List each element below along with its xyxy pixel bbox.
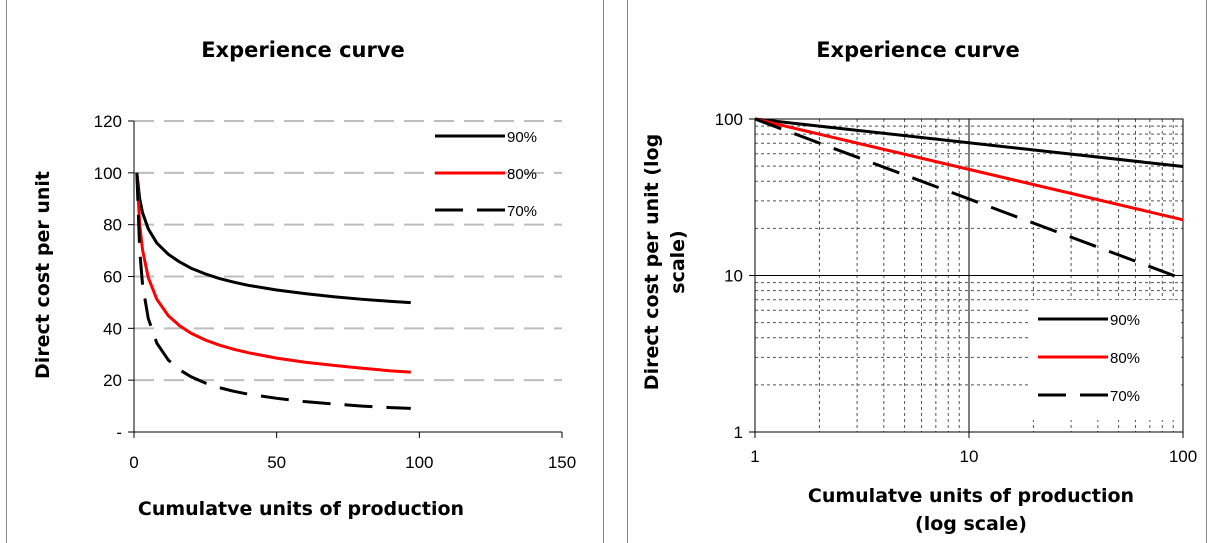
x-axis-label-line1: Cumulatve units of production	[808, 485, 1134, 507]
chart-panel-log: Experience curve Cumulatve units of prod…	[627, 0, 1207, 543]
y-tick-label: 40	[103, 319, 122, 338]
x-tick-label: 150	[548, 453, 576, 472]
series-line-80pct	[135, 172, 411, 374]
legend-label: 80%	[507, 166, 537, 183]
y-tick-label: 1	[734, 423, 743, 442]
series-line-70pct	[754, 117, 1184, 281]
series-line-90pct	[135, 172, 411, 305]
y-tick-label: 60	[103, 268, 122, 287]
series-line-70pct	[135, 172, 411, 410]
chart-title: Experience curve	[816, 38, 1020, 62]
legend-label: 90%	[1110, 312, 1140, 329]
y-tick-label: 80	[103, 216, 122, 235]
y-axis-label-line2: scale)	[667, 230, 689, 293]
chart-title: Experience curve	[201, 38, 405, 62]
y-tick-label: 10	[724, 267, 743, 286]
y-axis-label-line1: Direct cost per unit (log	[641, 134, 663, 390]
y-tick-label: -	[116, 423, 122, 442]
x-axis-label: Cumulatve units of production	[138, 498, 464, 520]
legend-label: 70%	[1110, 388, 1140, 405]
legend-label: 90%	[507, 129, 537, 146]
x-tick-label: 0	[129, 453, 138, 472]
x-tick-label: 100	[1169, 447, 1197, 466]
y-tick-label: 100	[715, 110, 743, 129]
experience-curve-linear-chart: Experience curve Cumulatve units of prod…	[32, 38, 576, 520]
x-tick-label: 50	[267, 453, 286, 472]
series-line-90pct	[754, 117, 1184, 169]
y-axis-label: Direct cost per unit	[32, 171, 54, 379]
series-line-80pct	[754, 117, 1184, 222]
x-tick-label: 10	[960, 447, 979, 466]
y-tick-label: 120	[94, 112, 122, 131]
x-tick-label: 1	[750, 447, 759, 466]
y-tick-label: 100	[94, 164, 122, 183]
legend-label: 80%	[1110, 350, 1140, 367]
legend-label: 70%	[507, 203, 537, 220]
x-tick-label: 100	[405, 453, 433, 472]
chart-panel-linear: Experience curve Cumulatve units of prod…	[6, 0, 604, 543]
experience-curve-log-chart: Experience curve Cumulatve units of prod…	[641, 38, 1197, 535]
y-tick-label: 20	[103, 371, 122, 390]
x-axis-label-line2: (log scale)	[915, 513, 1027, 535]
